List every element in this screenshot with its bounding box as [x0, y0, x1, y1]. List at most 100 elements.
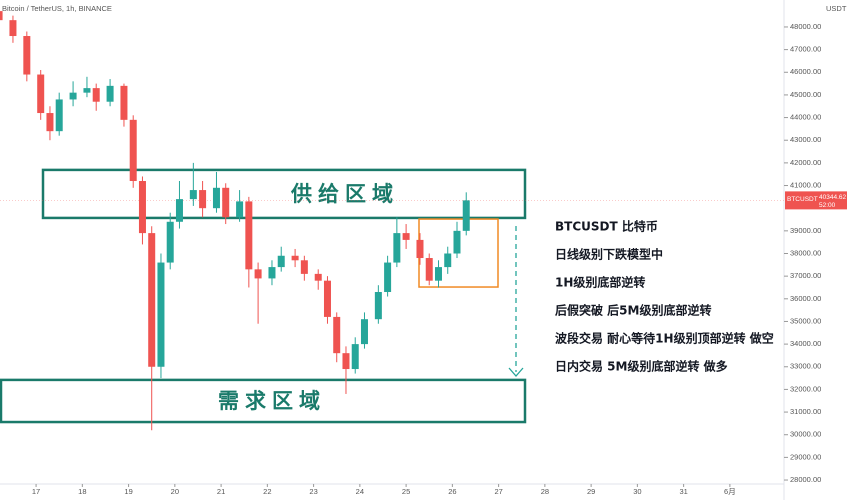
candle-body	[434, 267, 442, 281]
candle-body	[129, 119, 137, 182]
candle-body	[384, 262, 392, 293]
annotation-text: BTCUSDT 比特币	[555, 219, 658, 234]
annotation-text: 日线级别下跌模型中	[555, 247, 663, 262]
candle-body	[453, 230, 461, 254]
y-tick-label: 34000.00	[790, 339, 821, 348]
y-tick-label: 35000.00	[790, 316, 821, 325]
candle-body	[23, 36, 31, 75]
candle-body	[462, 200, 470, 231]
x-tick-label: 26	[448, 487, 456, 496]
x-tick-label: 20	[171, 487, 179, 496]
candle-body	[37, 74, 45, 114]
candle-body	[254, 269, 262, 279]
y-tick-label: 28000.00	[790, 475, 821, 484]
y-tick-label: 36000.00	[790, 294, 821, 303]
y-tick-label: 41000.00	[790, 181, 821, 190]
x-tick-label: 28	[541, 487, 549, 496]
currency: USDT	[826, 4, 847, 13]
zone-label: 供给区域	[290, 182, 399, 206]
zone-box	[41, 168, 527, 220]
candle-body	[55, 99, 63, 132]
x-tick-label: 29	[587, 487, 595, 496]
candle-body	[236, 201, 244, 218]
candle-body	[333, 316, 341, 354]
x-tick-label: 31	[679, 487, 687, 496]
symbol-tag-bg	[785, 191, 818, 210]
y-tick-label: 45000.00	[790, 90, 821, 99]
x-tick-label: 19	[124, 487, 132, 496]
zone-box	[0, 378, 527, 424]
y-tick-label: 29000.00	[790, 452, 821, 461]
candle-body	[444, 253, 452, 268]
x-tick-label: 27	[494, 487, 502, 496]
candle-body	[106, 85, 114, 102]
symbol-tag: BTCUSDT	[787, 196, 818, 203]
candle-body	[69, 92, 77, 100]
y-tick-label: 31000.00	[790, 407, 821, 416]
last-price-bg	[818, 191, 847, 210]
x-tick-label: 23	[309, 487, 317, 496]
candle-body	[245, 201, 253, 270]
candle-body	[0, 11, 3, 21]
x-tick-label: 30	[633, 487, 641, 496]
annotation-text: 波段交易 耐心等待1H级别顶部逆转 做空	[555, 331, 774, 346]
annotation-text: 1H级别底部逆转	[555, 275, 645, 290]
x-tick-label: 21	[217, 487, 225, 496]
candle-body	[212, 187, 220, 209]
x-tick-label: 18	[78, 487, 86, 496]
candle-body	[175, 199, 183, 222]
candle-body	[291, 255, 299, 261]
y-tick-label: 48000.00	[790, 22, 821, 31]
y-tick-label: 47000.00	[790, 45, 821, 54]
y-tick-label: 32000.00	[790, 384, 821, 393]
candle-body	[83, 88, 91, 93]
candle-body	[120, 85, 128, 120]
candle-body	[342, 353, 350, 370]
candle-body	[314, 273, 322, 281]
candle-body	[138, 181, 146, 234]
y-tick-label: 44000.00	[790, 113, 821, 122]
candle-body	[416, 239, 424, 259]
y-tick-label: 37000.00	[790, 271, 821, 280]
chart-header: Bitcoin / TetherUS, 1h, BINANCE	[2, 4, 112, 13]
x-tick-label: 22	[263, 487, 271, 496]
candle-body	[351, 344, 359, 370]
candle-body	[9, 20, 17, 37]
x-tick-label: 25	[402, 487, 410, 496]
candle-body	[189, 190, 197, 200]
y-tick-label: 46000.00	[790, 67, 821, 76]
y-tick-label: 38000.00	[790, 248, 821, 257]
candle-body	[300, 260, 308, 274]
candle-body	[92, 88, 100, 102]
candle-body	[268, 267, 276, 279]
candle-body	[277, 255, 285, 268]
candle-body	[222, 187, 230, 218]
x-tick-label: 17	[32, 487, 40, 496]
candle-body	[166, 221, 174, 263]
candle-body	[374, 292, 382, 320]
y-tick-label: 42000.00	[790, 158, 821, 167]
annotation-text: 后假突破 后5M级别底部逆转	[555, 303, 711, 318]
annotation-text: 日内交易 5M级别底部逆转 做多	[555, 359, 728, 374]
candle-body	[360, 319, 368, 345]
candle-body	[46, 113, 54, 132]
x-tick-label: 24	[356, 487, 364, 496]
countdown: 52:00	[819, 202, 836, 209]
last-price-label: 40344.62	[819, 194, 846, 201]
candle-body	[148, 233, 156, 367]
candle-body	[393, 233, 401, 263]
y-tick-label: 43000.00	[790, 135, 821, 144]
candle-body	[323, 280, 331, 317]
x-tick-label: 6月	[724, 487, 736, 496]
candle-body	[199, 190, 207, 209]
zone-label: 需求区域	[218, 389, 326, 413]
candle-body	[157, 262, 165, 367]
target-arrow-head	[508, 367, 524, 377]
y-tick-label: 30000.00	[790, 430, 821, 439]
y-tick-label: 33000.00	[790, 362, 821, 371]
candle-body	[425, 258, 433, 281]
candle-body	[402, 233, 410, 240]
